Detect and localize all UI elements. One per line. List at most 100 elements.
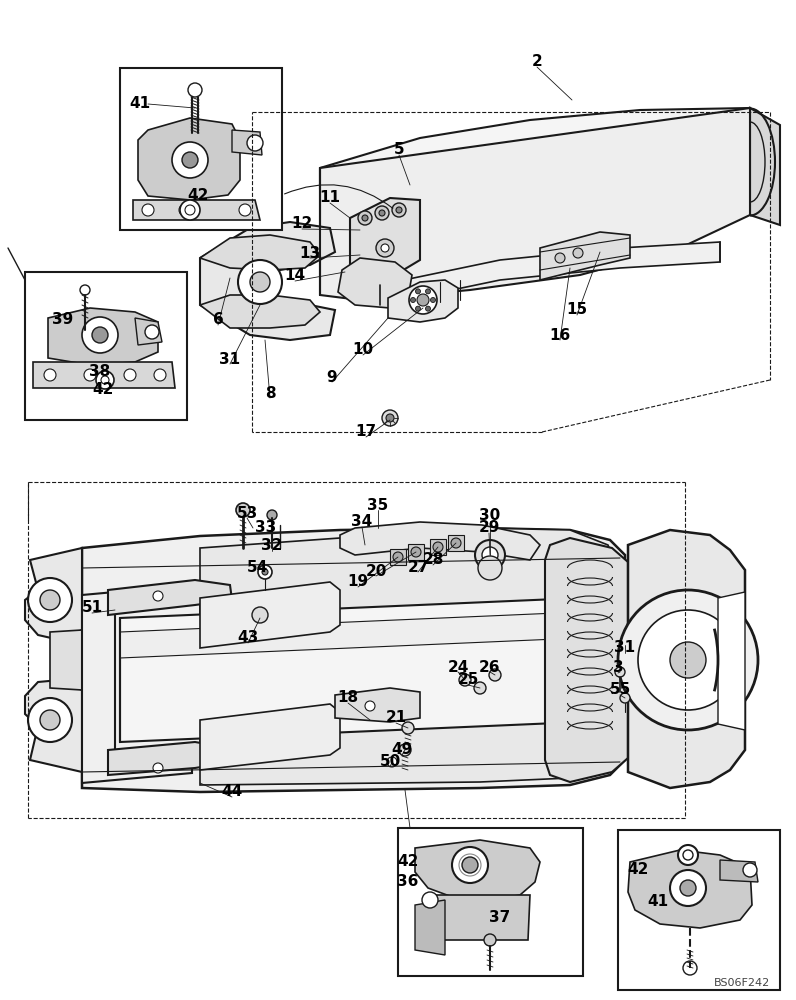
Circle shape	[142, 204, 154, 216]
Circle shape	[680, 880, 696, 896]
Polygon shape	[380, 242, 720, 305]
Text: 10: 10	[353, 342, 373, 358]
Text: 30: 30	[479, 508, 501, 524]
Polygon shape	[82, 585, 192, 783]
Circle shape	[620, 693, 630, 703]
Text: 51: 51	[81, 600, 103, 615]
Circle shape	[459, 674, 471, 686]
Text: 55: 55	[610, 682, 630, 698]
Text: BS06F242: BS06F242	[714, 978, 770, 988]
Polygon shape	[448, 535, 464, 551]
Text: 42: 42	[397, 854, 419, 869]
Text: 18: 18	[338, 690, 358, 706]
Polygon shape	[138, 118, 240, 200]
Circle shape	[387, 757, 397, 767]
Circle shape	[670, 642, 706, 678]
Circle shape	[393, 552, 403, 562]
Text: 27: 27	[408, 560, 429, 574]
Text: 25: 25	[458, 672, 478, 688]
Circle shape	[188, 83, 202, 97]
Circle shape	[683, 850, 693, 860]
Circle shape	[475, 540, 505, 570]
Circle shape	[478, 556, 502, 580]
Circle shape	[462, 857, 478, 873]
Polygon shape	[540, 232, 630, 280]
Text: 24: 24	[447, 660, 469, 674]
Circle shape	[172, 142, 208, 178]
Circle shape	[179, 204, 191, 216]
Circle shape	[145, 325, 159, 339]
Circle shape	[185, 205, 195, 215]
Bar	[618, 830, 780, 990]
Circle shape	[80, 285, 90, 295]
Text: 15: 15	[567, 302, 587, 318]
Polygon shape	[120, 598, 618, 742]
Text: 43: 43	[237, 631, 259, 646]
Circle shape	[101, 376, 109, 384]
Text: 31: 31	[615, 641, 635, 656]
Circle shape	[365, 701, 375, 711]
Text: 6: 6	[213, 312, 224, 328]
Circle shape	[431, 298, 435, 302]
Polygon shape	[335, 688, 420, 722]
Text: 41: 41	[647, 894, 669, 910]
Circle shape	[180, 200, 200, 220]
Text: 5: 5	[394, 142, 404, 157]
Circle shape	[489, 669, 501, 681]
Circle shape	[262, 569, 268, 575]
Circle shape	[670, 870, 706, 906]
Polygon shape	[200, 582, 340, 648]
Circle shape	[426, 306, 431, 311]
Polygon shape	[133, 200, 260, 220]
Circle shape	[573, 248, 583, 258]
Polygon shape	[48, 308, 158, 365]
Text: 49: 49	[392, 742, 412, 758]
Circle shape	[615, 667, 625, 677]
Circle shape	[409, 286, 437, 314]
Circle shape	[416, 289, 420, 294]
Circle shape	[28, 578, 72, 622]
Text: 42: 42	[92, 382, 114, 397]
Polygon shape	[25, 680, 82, 772]
Polygon shape	[200, 235, 320, 270]
Polygon shape	[108, 742, 232, 775]
Polygon shape	[718, 592, 745, 730]
Circle shape	[44, 369, 56, 381]
Circle shape	[392, 203, 406, 217]
Circle shape	[236, 503, 250, 517]
Circle shape	[683, 961, 697, 975]
Circle shape	[416, 306, 420, 311]
Text: 11: 11	[319, 190, 341, 206]
Text: 2: 2	[532, 54, 542, 70]
Polygon shape	[200, 222, 335, 340]
Circle shape	[376, 239, 394, 257]
Polygon shape	[120, 612, 612, 658]
Text: 3: 3	[613, 660, 623, 676]
Circle shape	[250, 272, 270, 292]
Text: 33: 33	[256, 520, 277, 534]
Polygon shape	[200, 528, 612, 785]
Circle shape	[411, 298, 416, 302]
Text: 8: 8	[265, 385, 275, 400]
Circle shape	[743, 863, 757, 877]
Polygon shape	[628, 530, 745, 788]
Circle shape	[92, 327, 108, 343]
Polygon shape	[390, 549, 406, 565]
Circle shape	[153, 591, 163, 601]
Circle shape	[411, 547, 421, 557]
Circle shape	[154, 369, 166, 381]
Text: 9: 9	[326, 369, 338, 384]
Circle shape	[84, 369, 96, 381]
Text: 17: 17	[356, 424, 377, 440]
Text: 12: 12	[291, 217, 313, 232]
Text: 37: 37	[490, 910, 510, 926]
Bar	[398, 828, 583, 976]
Circle shape	[153, 763, 163, 773]
Bar	[120, 68, 282, 230]
Text: 31: 31	[220, 353, 240, 367]
Polygon shape	[545, 538, 628, 782]
Text: 32: 32	[261, 538, 283, 554]
Text: 54: 54	[247, 560, 267, 576]
Circle shape	[638, 610, 738, 710]
Bar	[25, 272, 187, 420]
